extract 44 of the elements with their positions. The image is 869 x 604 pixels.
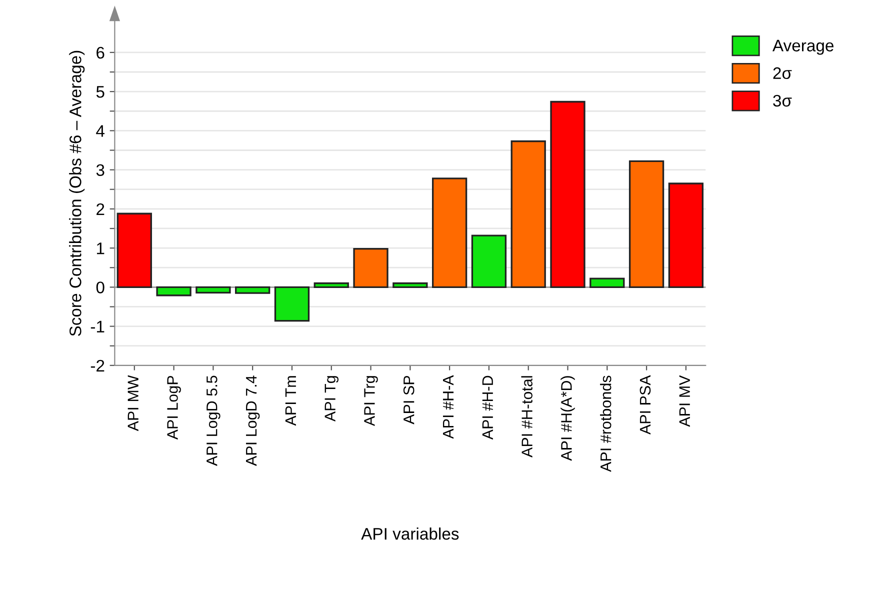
y-tick-label: 6	[96, 46, 104, 59]
x-tick-label: API Trg	[364, 376, 378, 426]
x-tick-label: API #H-total	[521, 376, 532, 458]
x-tick-label: API Tm	[285, 376, 296, 426]
bar	[392, 282, 428, 288]
bar	[471, 234, 507, 288]
x-tick-label: API LogP	[167, 376, 181, 440]
x-tick-label: API Tg	[324, 376, 338, 422]
legend-label: 2σ	[773, 67, 792, 80]
bar	[668, 182, 704, 288]
x-tick-label: API LogD 5.5	[206, 376, 220, 466]
x-tick-label: API LogD 7.4	[246, 376, 260, 466]
bar	[353, 248, 388, 288]
y-tick-label: -2	[90, 360, 104, 372]
bar	[628, 160, 664, 288]
y-tick-label: 4	[96, 125, 104, 137]
bar	[196, 286, 231, 294]
y-tick-label: 5	[96, 86, 104, 98]
x-axis-title: API variables	[361, 528, 459, 540]
bar	[510, 140, 546, 288]
y-tick-label: 0	[96, 282, 104, 294]
y-tick-label: -1	[90, 320, 104, 332]
bar	[116, 212, 152, 288]
bar	[432, 178, 468, 288]
legend-label: 3σ	[773, 94, 792, 107]
legend-label: Average	[772, 40, 834, 55]
x-tick-label: API SP	[403, 376, 414, 424]
bar	[590, 278, 625, 288]
x-tick-label: API #H-D	[482, 376, 493, 440]
x-tick-label: API #H-A	[443, 375, 454, 439]
bar	[274, 286, 310, 322]
x-tick-label: API MW	[128, 375, 138, 432]
y-axis-title: Score Contribution (Obs #6 – Average)	[69, 50, 85, 336]
y-tick-label: 2	[96, 203, 104, 215]
y-tick-label: 3	[96, 164, 104, 176]
bar	[550, 100, 586, 288]
y-tick-label: 1	[96, 242, 104, 254]
bar	[314, 282, 349, 288]
bar	[156, 286, 192, 296]
bar	[235, 286, 270, 294]
x-tick-label: API #rotbonds	[600, 376, 612, 472]
x-tick-label: API MV	[679, 375, 690, 427]
x-tick-label: API #H(A*D)	[560, 376, 575, 461]
x-tick-label: API PSA	[640, 375, 651, 435]
